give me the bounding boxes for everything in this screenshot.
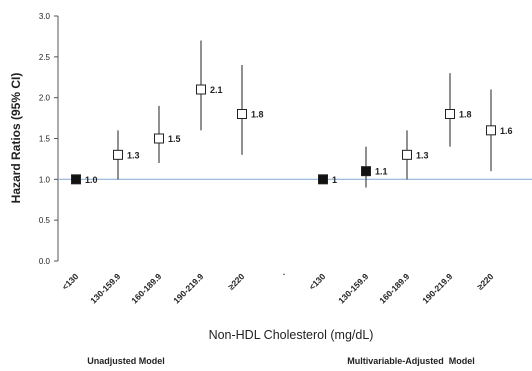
group-label-adjusted: Multivariable-Adjusted Model bbox=[347, 356, 475, 366]
y-tick-label: 0.5 bbox=[39, 216, 51, 225]
hr-point bbox=[196, 84, 206, 95]
data-label: 1.0 bbox=[85, 175, 98, 185]
category-label: 190-219.9 bbox=[171, 271, 205, 305]
hr-point bbox=[486, 125, 496, 136]
y-tick-label: 3.0 bbox=[39, 12, 51, 21]
data-label: 1.3 bbox=[127, 150, 140, 160]
category-label: <130 bbox=[307, 271, 328, 292]
group-label-unadjusted: Unadjusted Model bbox=[87, 356, 165, 366]
data-label: 1.3 bbox=[416, 150, 429, 160]
data-label: 1.8 bbox=[459, 110, 472, 120]
data-label: 1 bbox=[332, 175, 337, 185]
hr-point bbox=[71, 174, 81, 185]
category-label: 160-189.9 bbox=[129, 271, 163, 305]
category-label: ≥220 bbox=[226, 271, 247, 292]
hr-point bbox=[445, 109, 455, 119]
category-label: 130-159.9 bbox=[336, 271, 370, 305]
y-axis-label: Hazard Ratios (95% CI) bbox=[9, 73, 23, 204]
data-label: 1.5 bbox=[168, 134, 181, 144]
category-label: ≥220 bbox=[475, 271, 496, 292]
hr-point bbox=[318, 174, 328, 185]
plot-area: 0.0 0.5 1.0 1.5 2.0 2.5 3.0 1.0 <130 1.3 130-159.9… bbox=[39, 12, 532, 305]
hr-point bbox=[113, 149, 123, 160]
y-tick-label: 1.5 bbox=[39, 135, 51, 144]
y-tick-label: 2.0 bbox=[39, 94, 51, 103]
data-label: 2.1 bbox=[210, 85, 223, 95]
y-tick-label: 0.0 bbox=[39, 257, 51, 266]
category-label: 190-219.9 bbox=[420, 271, 454, 305]
data-label: 1.6 bbox=[500, 126, 513, 136]
category-label: 160-189.9 bbox=[377, 271, 411, 305]
hr-point bbox=[402, 149, 412, 160]
hr-point bbox=[237, 109, 247, 119]
y-tick-label: 2.5 bbox=[39, 53, 51, 62]
x-axis-label: Non-HDL Cholesterol (mg/dL) bbox=[209, 328, 374, 342]
group-separator: . bbox=[283, 267, 285, 277]
hr-point bbox=[361, 166, 371, 177]
y-tick-label: 1.0 bbox=[39, 175, 51, 184]
category-label: <130 bbox=[60, 271, 81, 292]
data-label: 1.8 bbox=[251, 110, 264, 120]
hr-point bbox=[154, 133, 164, 144]
data-label: 1.1 bbox=[375, 167, 388, 177]
category-label: 130-159.9 bbox=[88, 271, 122, 305]
